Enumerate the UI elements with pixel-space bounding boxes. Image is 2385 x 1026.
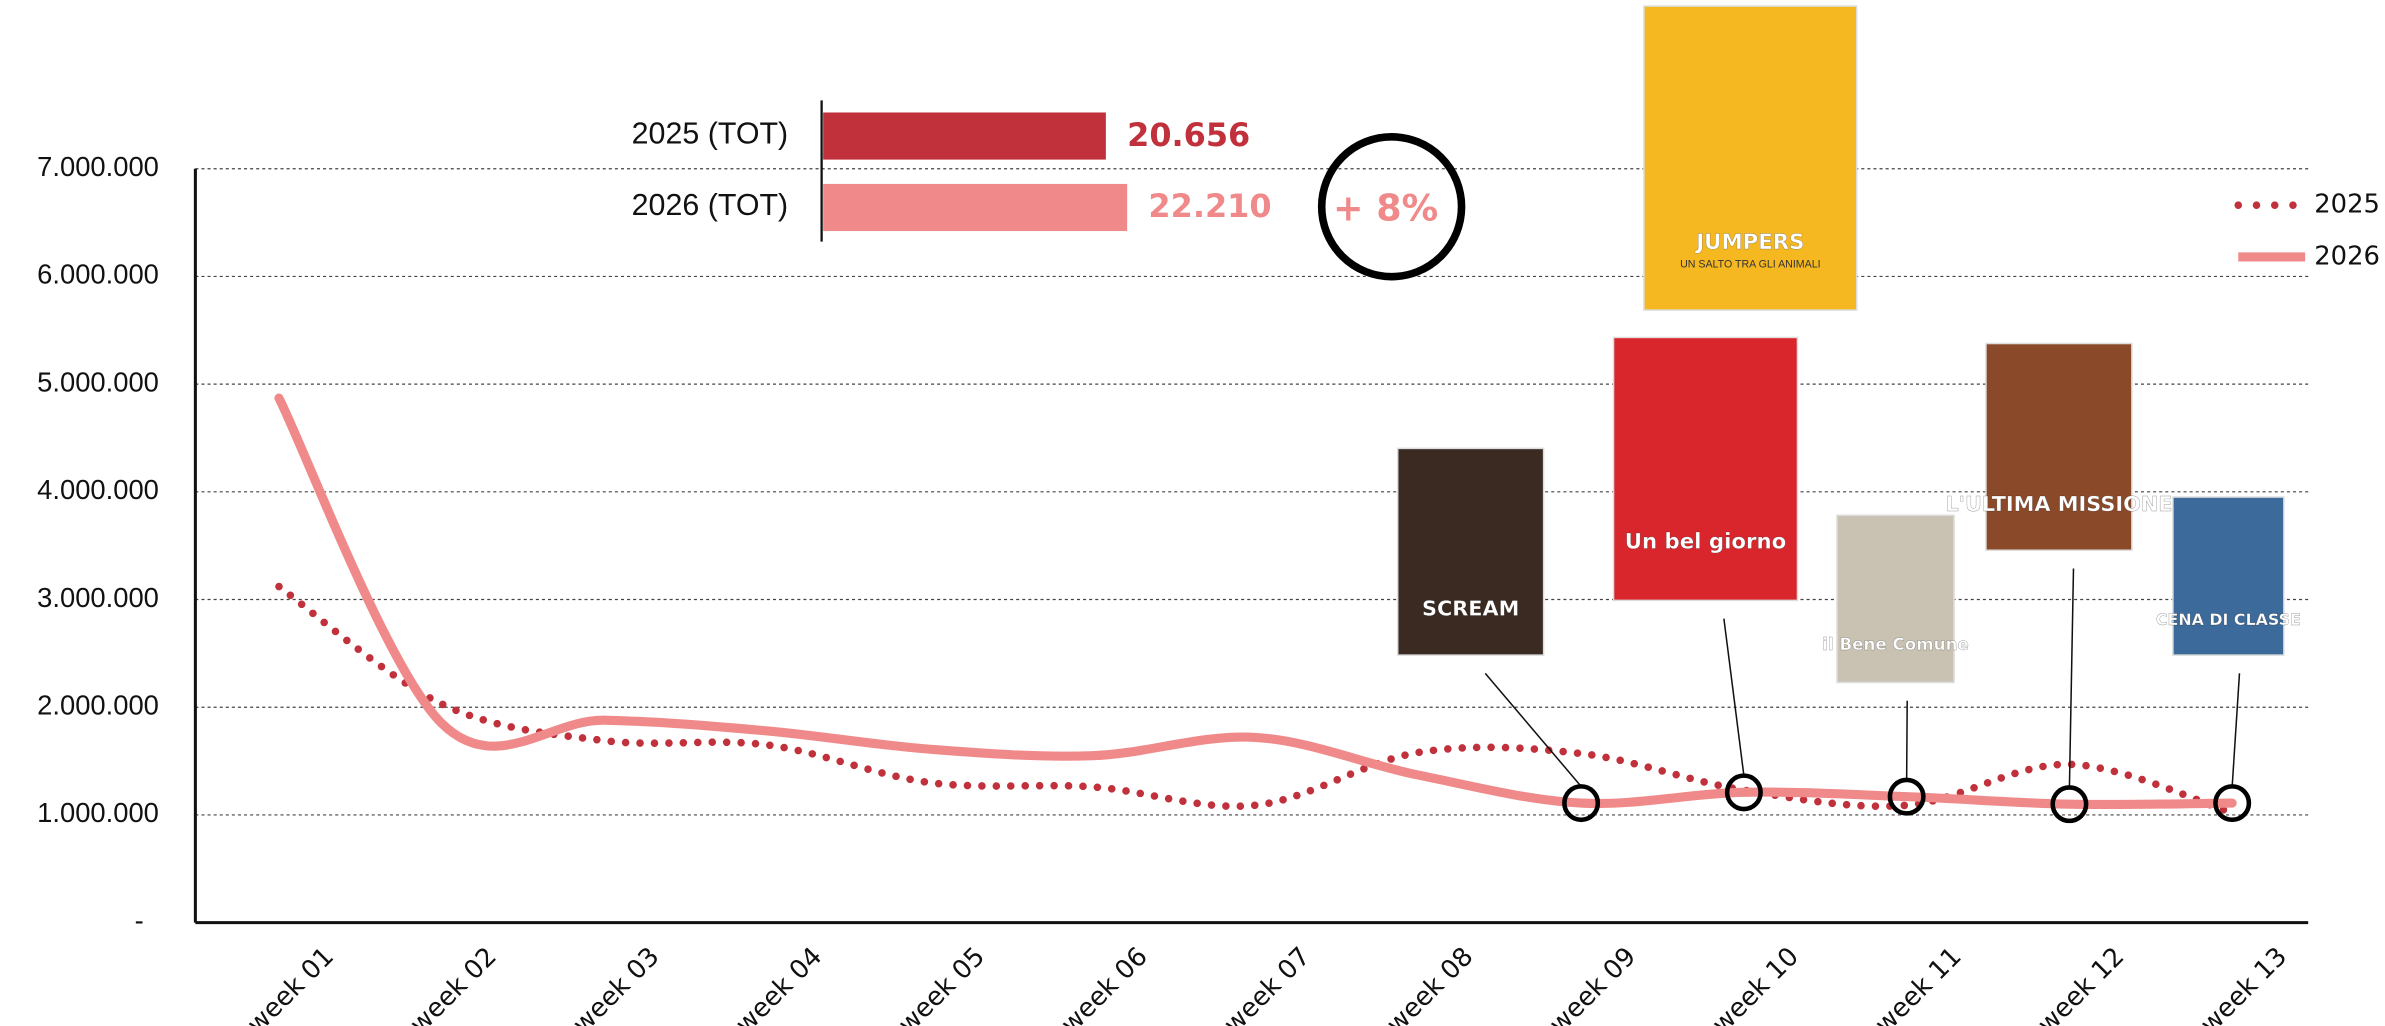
poster: SCREAM xyxy=(1398,448,1544,655)
annotation: + 8% xyxy=(1333,186,1438,229)
bar xyxy=(823,112,1106,159)
legend-label: 2026 xyxy=(2314,241,2380,271)
bar-value-label: 22.210 xyxy=(1148,187,1271,225)
poster-image xyxy=(1614,337,1798,600)
poster-subtitle: UN SALTO TRA GLI ANIMALI xyxy=(1680,258,1821,270)
chart: - 1.000.000 2.000.000 3.000.000 4.000.000 5.0… xyxy=(0,0,2385,1026)
poster-title: il Bene Comune xyxy=(1822,634,1969,654)
x-tick-label: week 05 xyxy=(893,942,991,1026)
y-tick-label: 2.000.000 xyxy=(37,689,159,720)
poster-image xyxy=(2173,497,2284,655)
bar-category: 2025 (TOT) xyxy=(632,116,789,150)
leader-line xyxy=(2069,568,2073,787)
bar-value-label: 20.656 xyxy=(1127,116,1250,154)
y-tick-label: 3.000.000 xyxy=(37,582,159,613)
poster-title: JUMPERS xyxy=(1694,230,1804,255)
poster: L'ULTIMA MISSIONE xyxy=(1945,344,2172,551)
poster-image xyxy=(1398,448,1544,655)
leader-line xyxy=(1485,673,1581,786)
poster-title: SCREAM xyxy=(1422,597,1519,621)
x-tick-label: week 03 xyxy=(567,942,665,1026)
poster-title: Un bel giorno xyxy=(1625,530,1787,555)
y-tick-label: 7.000.000 xyxy=(37,151,159,182)
x-tick-label: week 01 xyxy=(242,942,340,1026)
x-tick-label: week 06 xyxy=(1055,942,1153,1026)
bar-category: 2026 (TOT) xyxy=(632,188,789,222)
poster: Un bel giorno xyxy=(1614,337,1798,600)
x-tick-label: week 10 xyxy=(1707,942,1805,1026)
poster: il Bene Comune xyxy=(1822,515,1969,682)
poster-title: L'ULTIMA MISSIONE xyxy=(1945,492,2172,516)
y-tick-label: - xyxy=(135,905,144,936)
x-tick-label: week 02 xyxy=(404,942,502,1026)
y-tick-label: 1.000.000 xyxy=(37,797,159,828)
x-tick-label: week 04 xyxy=(730,942,828,1026)
x-tick-label: week 13 xyxy=(2195,942,2293,1026)
x-tick-label: week 12 xyxy=(2032,942,2130,1026)
leader-line xyxy=(1907,701,1908,780)
y-tick-label: 6.000.000 xyxy=(37,259,159,290)
x-tick-label: week 09 xyxy=(1544,942,1642,1026)
x-tick-label: week 08 xyxy=(1381,942,1479,1026)
poster: JUMPERS UN SALTO TRA GLI ANIMALI xyxy=(1644,6,1857,310)
leader-line xyxy=(1724,619,1744,776)
y-tick-label: 4.000.000 xyxy=(37,474,159,505)
bar xyxy=(823,184,1127,231)
poster-image xyxy=(1986,344,2132,551)
leader-line xyxy=(2232,673,2239,786)
y-tick-label: 5.000.000 xyxy=(37,366,159,397)
poster-image xyxy=(1837,515,1954,682)
x-tick-label: week 07 xyxy=(1218,942,1316,1026)
legend-label: 2025 xyxy=(2314,190,2380,220)
poster: CENA DI CLASSE xyxy=(2156,497,2301,655)
x-tick-label: week 11 xyxy=(1869,942,1967,1026)
poster-title: CENA DI CLASSE xyxy=(2156,610,2301,629)
